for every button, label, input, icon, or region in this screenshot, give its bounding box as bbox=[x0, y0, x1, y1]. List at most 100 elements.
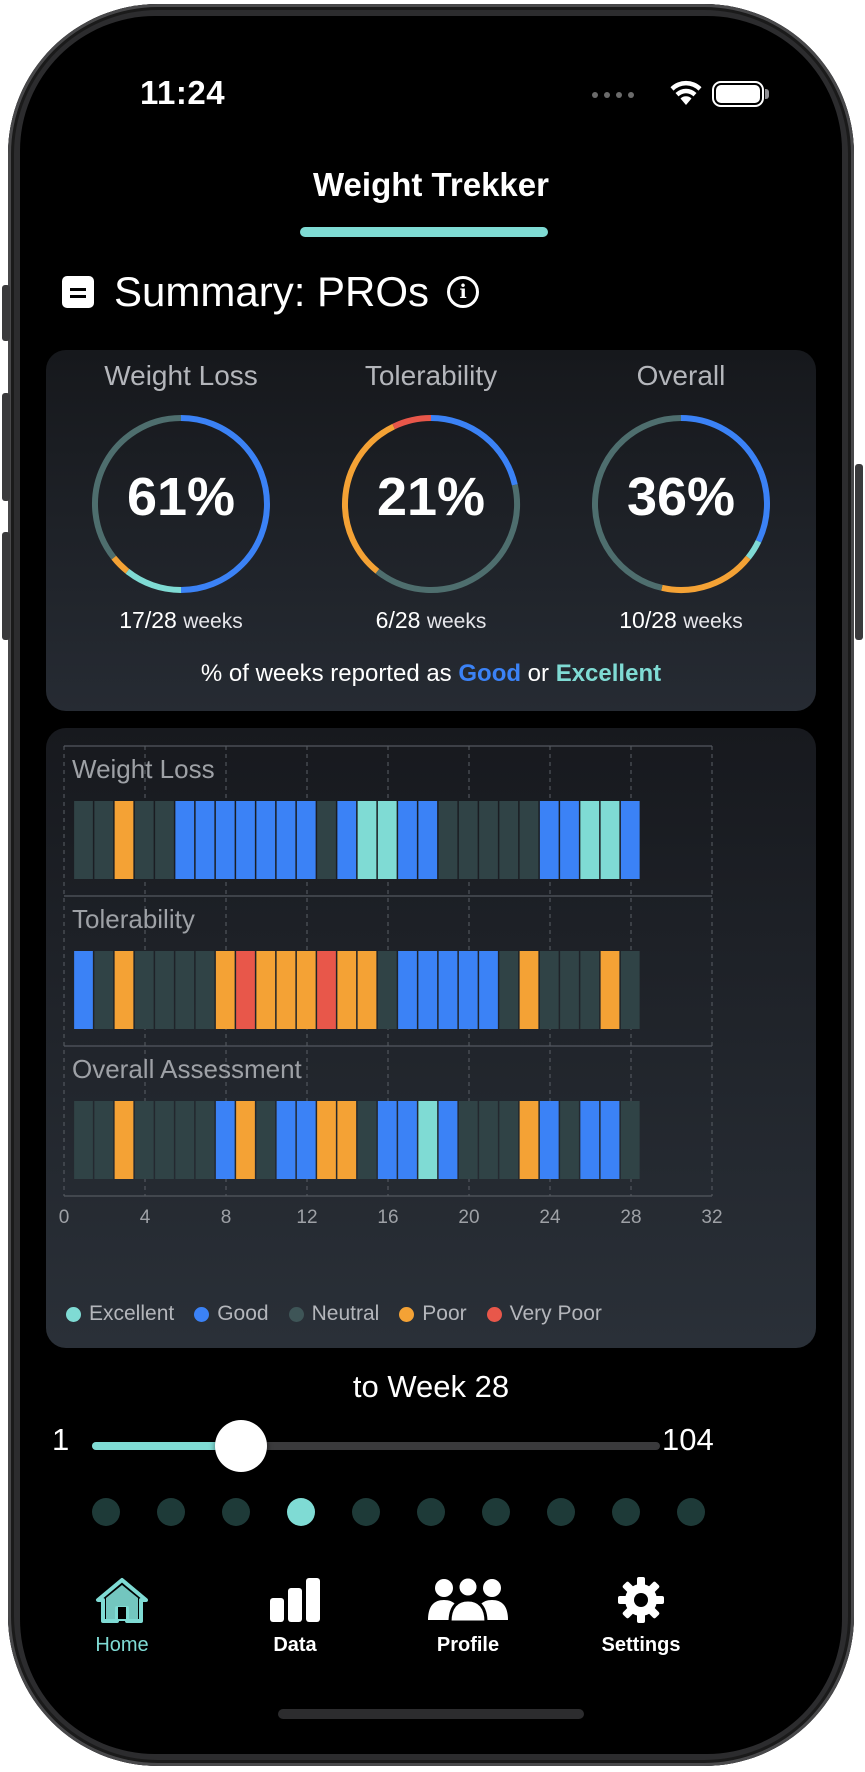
week-cell[interactable] bbox=[94, 1101, 114, 1179]
week-cell[interactable] bbox=[357, 1101, 377, 1179]
week-cell[interactable] bbox=[539, 801, 559, 879]
week-cell[interactable] bbox=[499, 1101, 519, 1179]
week-cell[interactable] bbox=[256, 801, 276, 879]
week-cell[interactable] bbox=[438, 951, 458, 1029]
week-cell[interactable] bbox=[600, 951, 620, 1029]
week-cell[interactable] bbox=[458, 951, 478, 1029]
week-cell[interactable] bbox=[94, 951, 114, 1029]
week-cell[interactable] bbox=[215, 801, 235, 879]
week-cell[interactable] bbox=[458, 1101, 478, 1179]
slider-thumb[interactable] bbox=[214, 1420, 267, 1472]
week-cell[interactable] bbox=[175, 801, 195, 879]
tab-profile[interactable]: Profile bbox=[378, 1576, 558, 1657]
week-cell[interactable] bbox=[276, 951, 296, 1029]
week-cell[interactable] bbox=[600, 1101, 620, 1179]
week-cell[interactable] bbox=[377, 1101, 397, 1179]
week-cell[interactable] bbox=[620, 951, 640, 1029]
tab-home[interactable]: Home bbox=[32, 1576, 212, 1657]
week-cell[interactable] bbox=[539, 951, 559, 1029]
page-dot[interactable] bbox=[222, 1498, 250, 1526]
tab-settings[interactable]: Settings bbox=[551, 1576, 731, 1657]
week-cell[interactable] bbox=[195, 951, 215, 1029]
week-cell[interactable] bbox=[175, 951, 195, 1029]
week-cell[interactable] bbox=[134, 1101, 154, 1179]
week-cell[interactable] bbox=[296, 801, 316, 879]
gauge-weight-loss[interactable]: Weight Loss 61% 17/28 weeks bbox=[61, 350, 301, 650]
page-dot[interactable] bbox=[677, 1498, 705, 1526]
page-dot[interactable] bbox=[612, 1498, 640, 1526]
week-cell[interactable] bbox=[317, 1101, 336, 1179]
week-cell[interactable] bbox=[499, 801, 519, 879]
week-cell[interactable] bbox=[458, 801, 478, 879]
week-cell[interactable] bbox=[620, 801, 640, 879]
week-cell[interactable] bbox=[620, 1101, 640, 1179]
week-cell[interactable] bbox=[114, 801, 134, 879]
week-cell[interactable] bbox=[276, 801, 296, 879]
week-cell[interactable] bbox=[236, 801, 255, 879]
week-cell[interactable] bbox=[155, 801, 174, 879]
week-cell[interactable] bbox=[276, 1101, 296, 1179]
week-cell[interactable] bbox=[114, 951, 134, 1029]
week-cell[interactable] bbox=[195, 1101, 215, 1179]
week-cell[interactable] bbox=[236, 951, 255, 1029]
week-cell[interactable] bbox=[519, 1101, 539, 1179]
week-cell[interactable] bbox=[337, 801, 357, 879]
week-cell[interactable] bbox=[560, 1101, 579, 1179]
week-cell[interactable] bbox=[215, 951, 235, 1029]
week-cell[interactable] bbox=[357, 951, 377, 1029]
week-cell[interactable] bbox=[175, 1101, 195, 1179]
week-cell[interactable] bbox=[74, 801, 93, 879]
page-dot[interactable] bbox=[417, 1498, 445, 1526]
week-cell[interactable] bbox=[134, 801, 154, 879]
week-cell[interactable] bbox=[357, 801, 377, 879]
week-cell[interactable] bbox=[296, 1101, 316, 1179]
info-icon[interactable]: i bbox=[447, 276, 480, 308]
week-cell[interactable] bbox=[236, 1101, 255, 1179]
week-cell[interactable] bbox=[155, 1101, 174, 1179]
week-cell[interactable] bbox=[337, 951, 357, 1029]
page-dot[interactable] bbox=[547, 1498, 575, 1526]
week-cell[interactable] bbox=[580, 951, 600, 1029]
week-cell[interactable] bbox=[479, 951, 498, 1029]
week-cell[interactable] bbox=[539, 1101, 559, 1179]
week-cell[interactable] bbox=[74, 1101, 93, 1179]
week-cell[interactable] bbox=[74, 951, 93, 1029]
week-cell[interactable] bbox=[580, 1101, 600, 1179]
week-cell[interactable] bbox=[134, 951, 154, 1029]
week-cell[interactable] bbox=[580, 801, 600, 879]
week-cell[interactable] bbox=[337, 1101, 357, 1179]
week-cell[interactable] bbox=[296, 951, 316, 1029]
week-cell[interactable] bbox=[560, 951, 579, 1029]
week-cell[interactable] bbox=[418, 1101, 438, 1179]
tab-data[interactable]: Data bbox=[205, 1576, 385, 1657]
week-cell[interactable] bbox=[519, 801, 539, 879]
week-cell[interactable] bbox=[560, 801, 579, 879]
week-cell[interactable] bbox=[438, 1101, 458, 1179]
week-cell[interactable] bbox=[155, 951, 174, 1029]
week-cell[interactable] bbox=[256, 1101, 276, 1179]
week-cell[interactable] bbox=[256, 951, 276, 1029]
week-cell[interactable] bbox=[398, 1101, 417, 1179]
page-dot[interactable] bbox=[287, 1498, 315, 1526]
page-dot[interactable] bbox=[352, 1498, 380, 1526]
weekly-heatmap-chart[interactable]: Weight Loss Tolerability Overall Assessmen… bbox=[46, 728, 816, 1298]
week-cell[interactable] bbox=[94, 801, 114, 879]
week-cell[interactable] bbox=[600, 801, 620, 879]
week-cell[interactable] bbox=[215, 1101, 235, 1179]
week-cell[interactable] bbox=[479, 1101, 498, 1179]
week-slider[interactable] bbox=[92, 1420, 660, 1472]
week-cell[interactable] bbox=[377, 801, 397, 879]
week-cell[interactable] bbox=[114, 1101, 134, 1179]
page-dot[interactable] bbox=[157, 1498, 185, 1526]
gauge-overall[interactable]: Overall 36% 10/28 weeks bbox=[561, 350, 801, 650]
page-dot[interactable] bbox=[482, 1498, 510, 1526]
week-cell[interactable] bbox=[519, 951, 539, 1029]
week-cell[interactable] bbox=[438, 801, 458, 879]
week-cell[interactable] bbox=[398, 801, 417, 879]
gauge-tolerability[interactable]: Tolerability 21% 6/28 weeks bbox=[311, 350, 551, 650]
week-cell[interactable] bbox=[398, 951, 417, 1029]
week-cell[interactable] bbox=[418, 801, 438, 879]
page-dot[interactable] bbox=[92, 1498, 120, 1526]
week-cell[interactable] bbox=[317, 801, 336, 879]
week-cell[interactable] bbox=[479, 801, 498, 879]
